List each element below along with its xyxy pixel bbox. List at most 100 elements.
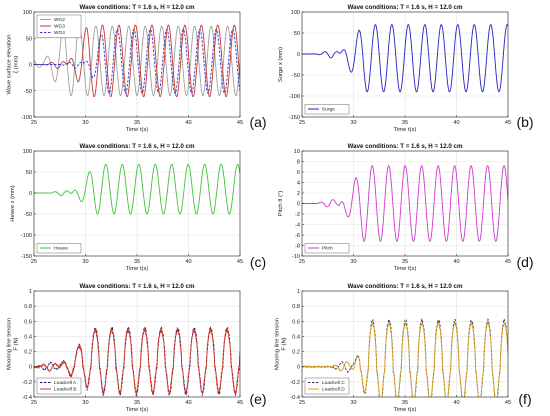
y-axis-label: Pitch θ (°): [278, 191, 284, 217]
legend: Pitch: [304, 243, 350, 254]
y-tick-label: -0.4: [22, 395, 32, 401]
x-tick-label: 45: [505, 120, 511, 126]
x-tick-label: 45: [237, 120, 243, 126]
y-axis-label: ζ (mm): [14, 56, 20, 74]
y-tick-label: -4: [295, 223, 300, 229]
chart-title: Wave conditions: T = 1.6 s, H = 12.0 cm: [348, 143, 463, 150]
legend: Surge: [304, 104, 350, 115]
x-axis-label: Time t(s): [394, 127, 417, 133]
legend-entry: WG4: [54, 30, 65, 36]
y-tick-label: 1: [29, 289, 32, 295]
y-tick-label: 2: [297, 191, 300, 197]
y-axis-label: Surge x (mm): [278, 47, 284, 82]
panel-label: (c): [250, 254, 266, 270]
x-axis-label: Time t(s): [126, 127, 149, 133]
x-tick-label: 40: [453, 120, 459, 126]
x-tick-label: 35: [134, 259, 140, 265]
panel-a: 25 30 35 40 45 -100 -50 0 50 100 Wave conditions: …: [7, 4, 267, 133]
x-tick-label: 40: [185, 120, 191, 126]
legend-entry: Loadcell C: [322, 380, 345, 386]
y-tick-label: 100: [23, 149, 32, 155]
y-tick-label: -150: [289, 115, 300, 121]
y-tick-label: 0.6: [24, 319, 32, 325]
y-axis-label: Wave surface elevation: [7, 34, 13, 94]
legend-entry: Loadcell B: [54, 387, 76, 393]
y-tick-label: -50: [292, 73, 300, 79]
x-tick-label: 35: [402, 259, 408, 265]
y-tick-label: -50: [24, 212, 32, 218]
y-tick-label: 0.2: [24, 350, 32, 356]
x-tick-label: 40: [453, 259, 459, 265]
x-tick-label: 45: [505, 400, 511, 406]
y-tick-label: 0.6: [292, 319, 300, 325]
panel-d: 25 30 35 40 45 -10 -8 -6 -4 -2 0 2 4 6 8 10 Wave conditi…: [278, 143, 534, 272]
x-tick-label: 45: [237, 259, 243, 265]
y-tick-label: 0: [297, 202, 300, 208]
y-tick-label: 1: [297, 289, 300, 295]
chart-title: Wave conditions: T = 1.6 s, H = 12.0 cm: [80, 143, 195, 150]
legend-entry: WG3: [54, 24, 65, 30]
x-tick-label: 25: [299, 400, 305, 406]
y-tick-label: 8: [297, 160, 300, 166]
y-tick-label: -2: [295, 212, 300, 218]
series-line-loadcell-d: [302, 321, 508, 397]
y-tick-label: -100: [21, 115, 32, 121]
y-tick-label: -6: [295, 233, 300, 239]
y-axis-label: F (N): [14, 337, 20, 350]
x-tick-label: 30: [350, 400, 356, 406]
chart-title: Wave conditions: T = 1.6 s, H = 12.0 cm: [348, 283, 463, 290]
x-axis-label: Time t(s): [394, 407, 417, 413]
legend-entry: Heave: [54, 246, 68, 252]
y-tick-label: -8: [295, 244, 300, 250]
x-tick-label: 30: [350, 259, 356, 265]
y-tick-label: -10: [292, 254, 300, 260]
legend-entry: Surge: [322, 107, 335, 113]
y-tick-label: 0: [29, 191, 32, 197]
panel-c: 25 30 35 40 45 -150 -100 -50 0 50 100 Wave conditio…: [10, 143, 266, 272]
legend-box: [36, 243, 82, 254]
x-tick-label: 30: [82, 400, 88, 406]
panel-label: (b): [516, 114, 533, 130]
y-tick-label: 0: [297, 365, 300, 371]
y-axis-label: F (N): [282, 337, 288, 350]
x-tick-label: 35: [402, 120, 408, 126]
y-tick-label: 10: [294, 149, 300, 155]
series-line-surge: [302, 24, 508, 93]
panel-label: (f): [518, 391, 531, 407]
y-tick-label: 100: [291, 10, 300, 16]
panel-label: (a): [249, 114, 266, 130]
series-line-loadcell-b: [34, 326, 240, 396]
x-tick-label: 40: [453, 400, 459, 406]
y-tick-label: -100: [21, 233, 32, 239]
y-tick-label: 6: [297, 170, 300, 176]
panel-b: 25 30 35 40 45 -150 -100 -50 0 50 100 Wave conditio…: [278, 4, 534, 133]
legend-box: [304, 104, 350, 115]
y-tick-label: 0: [29, 365, 32, 371]
legend: Heave: [36, 243, 82, 254]
legend-entry: Pitch: [322, 246, 333, 252]
y-tick-label: -0.2: [22, 380, 32, 386]
y-tick-label: 50: [294, 31, 300, 37]
x-tick-label: 35: [402, 400, 408, 406]
y-tick-label: 0.8: [24, 304, 32, 310]
x-tick-label: 45: [237, 400, 243, 406]
y-axis-label: Mooring line tension: [7, 318, 13, 370]
panel-f: 25 30 35 40 45 -0.4 -0.2 0 0.2 0.4 0.6 0.8 1 Wave con…: [275, 283, 532, 413]
x-tick-label: 45: [505, 259, 511, 265]
x-axis-label: Time t(s): [126, 407, 149, 413]
legend-box: [304, 243, 350, 254]
x-axis-label: Time t(s): [394, 266, 417, 272]
legend-entry: Loadcell D: [322, 387, 345, 393]
chart-title: Wave conditions: T = 1.6 s, H = 12.0 cm: [80, 283, 195, 290]
x-tick-label: 25: [31, 259, 37, 265]
y-tick-label: -50: [24, 89, 32, 95]
y-tick-label: 0.2: [292, 350, 300, 356]
x-tick-label: 30: [82, 120, 88, 126]
y-tick-label: -150: [21, 254, 32, 260]
panel-label: (e): [249, 391, 266, 407]
y-tick-label: 0.4: [24, 334, 32, 340]
x-tick-label: 35: [134, 400, 140, 406]
